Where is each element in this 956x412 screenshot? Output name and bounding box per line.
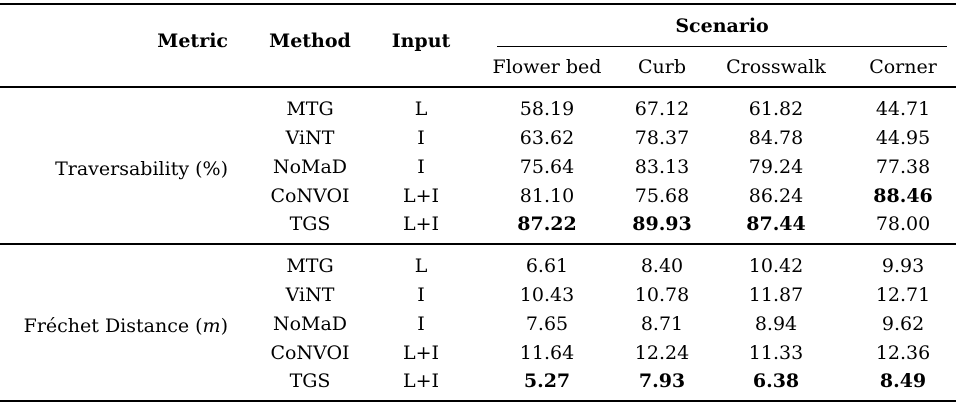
value-cell: 5.27 [472, 367, 622, 402]
value-cell: 77.38 [875, 155, 931, 178]
value-cell: 87.44 [702, 210, 850, 245]
value-cell: 10.43 [519, 283, 575, 306]
input-cell: L+I [402, 341, 440, 364]
input-cell: L [414, 255, 428, 277]
value-cell: 11.87 [748, 283, 804, 306]
value-cell: 6.38 [702, 367, 850, 402]
table-row: Fréchet Distance (m) MTG L 6.61 8.40 10.42 9.9… [0, 244, 956, 402]
value-cell: 8.94 [754, 312, 798, 335]
value-cell: 78.37 [634, 126, 690, 149]
table-row: TGS L+I 5.27 7.93 6.38 8.49 [0, 367, 956, 402]
value-cell: 9.62 [881, 312, 925, 335]
value-cell: 44.95 [875, 126, 931, 149]
method-cell: ViNT [285, 283, 335, 306]
metric-unit: % [202, 158, 221, 180]
table-row: ViNT I 63.62 78.37 84.78 44.95 [0, 123, 956, 152]
method-cell: MTG [286, 98, 334, 120]
value-cell: 12.71 [875, 283, 931, 306]
input-cell: I [417, 155, 425, 178]
value-cell: 86.24 [748, 184, 804, 207]
value-cell: 12.24 [634, 341, 690, 364]
table-row: CoNVOI L+I 81.10 75.68 86.24 88.46 [0, 181, 956, 210]
value-cell: 10.42 [748, 255, 804, 277]
method-cell: MTG [286, 255, 334, 277]
method-cell: CoNVOI [270, 184, 350, 207]
value-cell: 8.71 [640, 312, 684, 335]
value-cell: 11.64 [519, 341, 575, 364]
value-cell: 8.40 [640, 255, 684, 277]
value-cell: 58.19 [519, 98, 575, 120]
input-cell: L [414, 98, 428, 120]
method-cell: ViNT [285, 126, 335, 149]
table-row: ViNT I 10.43 10.78 11.87 12.71 [0, 280, 956, 309]
value-cell: 75.68 [634, 184, 690, 207]
value-cell: 79.24 [748, 155, 804, 178]
value-cell: 8.49 [850, 367, 956, 402]
value-cell: 87.22 [472, 210, 622, 245]
col-header-input: Input [370, 4, 472, 88]
method-cell: CoNVOI [270, 341, 350, 364]
col-header-flower-bed: Flower bed [472, 47, 622, 88]
value-cell: 12.36 [875, 341, 931, 364]
col-header-metric: Metric [0, 4, 250, 88]
col-header-scenario-group: Scenario [472, 4, 956, 47]
input-cell: I [417, 126, 425, 149]
metric-label: Traversability (%) [0, 87, 250, 245]
value-cell: 11.33 [748, 341, 804, 364]
table-row: Traversability (%) MTG L 58.19 67.12 61.82 44.… [0, 87, 956, 245]
value-cell: 89.93 [622, 210, 702, 245]
value-cell: 61.82 [748, 98, 804, 120]
value-cell: 44.71 [875, 98, 931, 120]
header-sub-row: Flower bed Curb Crosswalk Corner [0, 47, 956, 88]
table-row: NoMaD I 7.65 8.71 8.94 9.62 [0, 309, 956, 338]
table-body: Traversability (%) MTG L 58.19 67.12 61.82 44.… [0, 87, 956, 402]
value-cell: 88.46 [873, 184, 933, 207]
table-row: NoMaD I 75.64 83.13 79.24 77.38 [0, 152, 956, 181]
method-cell: NoMaD [272, 312, 348, 335]
table-row: TGS L+I 87.22 89.93 87.44 78.00 [0, 210, 956, 245]
input-cell: L+I [370, 367, 472, 402]
input-cell: I [417, 283, 425, 306]
value-cell: 7.65 [525, 312, 569, 335]
method-cell: TGS [250, 210, 370, 245]
table-row: CoNVOI L+I 11.64 12.24 11.33 12.36 [0, 338, 956, 367]
value-cell: 63.62 [519, 126, 575, 149]
input-cell: L+I [370, 210, 472, 245]
value-cell: 75.64 [519, 155, 575, 178]
scenario-group-label: Scenario [675, 14, 769, 37]
value-cell: 6.61 [525, 255, 569, 277]
value-cell: 81.10 [519, 184, 575, 207]
value-cell: 67.12 [634, 98, 690, 120]
header-group-row: Metric Method Input Scenario [0, 4, 956, 88]
col-header-crosswalk: Crosswalk [702, 47, 850, 88]
scenario-group-header: Scenario [497, 5, 948, 47]
input-cell: I [417, 312, 425, 335]
method-cell: NoMaD [272, 155, 348, 178]
input-cell: L+I [402, 184, 440, 207]
metric-label: Fréchet Distance (m) [0, 244, 250, 402]
value-cell: 10.78 [634, 283, 690, 306]
value-cell: 78.00 [850, 210, 956, 245]
col-header-corner: Corner [850, 47, 956, 88]
method-cell: TGS [250, 367, 370, 402]
metric-unit: m [202, 315, 221, 337]
table-header: Metric Method Input Scenario Flower bed … [0, 4, 956, 88]
value-cell: 84.78 [748, 126, 804, 149]
value-cell: 7.93 [622, 367, 702, 402]
results-table: Metric Method Input Scenario Flower bed … [0, 3, 956, 402]
col-header-method: Method [250, 4, 370, 88]
col-header-curb: Curb [622, 47, 702, 88]
value-cell: 9.93 [881, 255, 925, 277]
value-cell: 83.13 [634, 155, 690, 178]
